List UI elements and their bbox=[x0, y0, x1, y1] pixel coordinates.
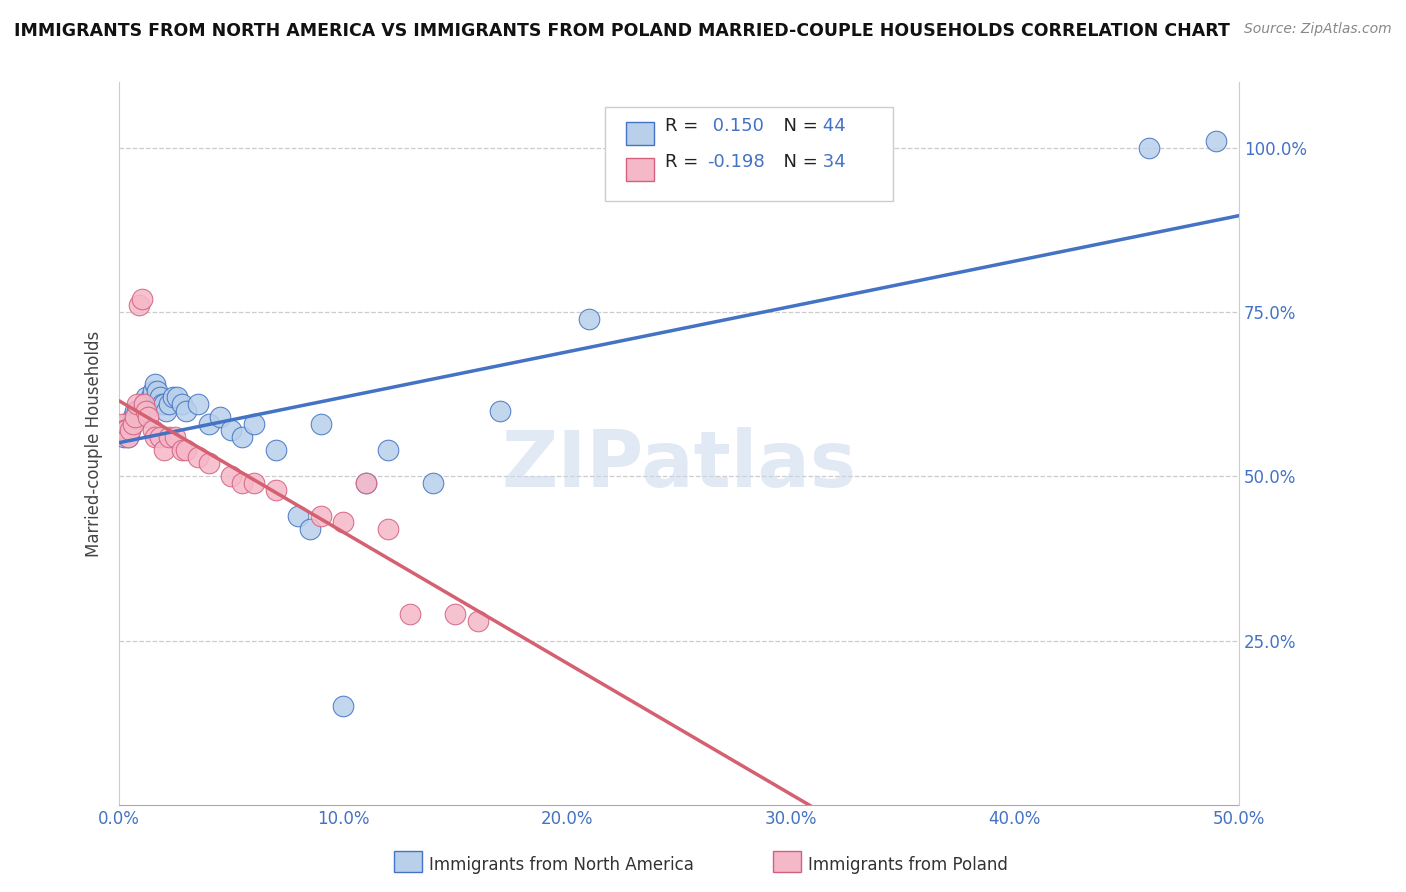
Point bbox=[142, 384, 165, 398]
Point bbox=[128, 410, 150, 425]
Point bbox=[377, 443, 399, 458]
Point bbox=[166, 391, 188, 405]
Point bbox=[399, 607, 422, 622]
Point bbox=[148, 430, 170, 444]
Text: Source: ZipAtlas.com: Source: ZipAtlas.com bbox=[1244, 22, 1392, 37]
Point bbox=[124, 410, 146, 425]
Point bbox=[142, 423, 165, 437]
Point bbox=[1205, 134, 1227, 148]
Point bbox=[309, 417, 332, 431]
Point bbox=[187, 450, 209, 464]
Text: N =: N = bbox=[772, 117, 818, 135]
Point bbox=[117, 430, 139, 444]
Point bbox=[153, 443, 176, 458]
Point bbox=[120, 423, 142, 437]
Point bbox=[354, 475, 377, 490]
Point bbox=[187, 397, 209, 411]
Point bbox=[264, 443, 287, 458]
Point bbox=[467, 614, 489, 628]
Point bbox=[124, 403, 146, 417]
Point bbox=[115, 417, 138, 431]
Text: 34: 34 bbox=[817, 153, 845, 170]
Point bbox=[157, 397, 180, 411]
Point bbox=[219, 469, 242, 483]
Point bbox=[127, 403, 149, 417]
Point bbox=[309, 508, 332, 523]
Point bbox=[264, 483, 287, 497]
Point bbox=[170, 397, 193, 411]
Point bbox=[157, 430, 180, 444]
Point bbox=[231, 475, 253, 490]
Point bbox=[165, 430, 187, 444]
Point bbox=[422, 475, 444, 490]
Point bbox=[132, 397, 155, 411]
Point bbox=[231, 430, 253, 444]
Point bbox=[150, 397, 173, 411]
Point bbox=[444, 607, 467, 622]
Point bbox=[332, 516, 354, 530]
Point bbox=[242, 475, 264, 490]
Point bbox=[170, 443, 193, 458]
Point bbox=[121, 417, 143, 431]
Text: Immigrants from North America: Immigrants from North America bbox=[429, 855, 693, 873]
Point bbox=[198, 417, 221, 431]
Point bbox=[153, 397, 176, 411]
Point bbox=[139, 391, 162, 405]
Point bbox=[115, 423, 138, 437]
Point bbox=[162, 391, 184, 405]
Text: N =: N = bbox=[772, 153, 818, 170]
Point bbox=[377, 522, 399, 536]
Point bbox=[127, 397, 149, 411]
Point bbox=[128, 298, 150, 312]
Point bbox=[176, 443, 198, 458]
Point bbox=[135, 403, 157, 417]
Point bbox=[135, 391, 157, 405]
Point bbox=[578, 311, 600, 326]
Point bbox=[287, 508, 309, 523]
Point bbox=[219, 423, 242, 437]
Text: ZIPatlas: ZIPatlas bbox=[502, 427, 856, 503]
Point bbox=[298, 522, 321, 536]
Point bbox=[138, 410, 160, 425]
Point bbox=[354, 475, 377, 490]
Point bbox=[198, 456, 221, 470]
Text: R =: R = bbox=[665, 117, 699, 135]
Point bbox=[112, 430, 135, 444]
Text: Immigrants from Poland: Immigrants from Poland bbox=[808, 855, 1008, 873]
Point bbox=[138, 397, 160, 411]
Point bbox=[131, 292, 153, 306]
Point bbox=[110, 423, 132, 437]
Point bbox=[110, 417, 132, 431]
Point bbox=[112, 423, 135, 437]
Point bbox=[121, 410, 143, 425]
Point bbox=[1137, 141, 1160, 155]
Point bbox=[332, 699, 354, 714]
Point bbox=[208, 410, 231, 425]
Point bbox=[489, 403, 512, 417]
Point bbox=[242, 417, 264, 431]
Point bbox=[146, 384, 169, 398]
Text: -0.198: -0.198 bbox=[707, 153, 765, 170]
Text: 44: 44 bbox=[817, 117, 845, 135]
Point bbox=[143, 377, 166, 392]
Point bbox=[143, 430, 166, 444]
Point bbox=[155, 403, 177, 417]
Text: R =: R = bbox=[665, 153, 699, 170]
Point bbox=[176, 403, 198, 417]
Point bbox=[131, 403, 153, 417]
Text: 0.150: 0.150 bbox=[707, 117, 763, 135]
Point bbox=[132, 397, 155, 411]
Text: IMMIGRANTS FROM NORTH AMERICA VS IMMIGRANTS FROM POLAND MARRIED-COUPLE HOUSEHOLD: IMMIGRANTS FROM NORTH AMERICA VS IMMIGRA… bbox=[14, 22, 1230, 40]
Point bbox=[117, 430, 139, 444]
Point bbox=[148, 391, 170, 405]
Point bbox=[120, 423, 142, 437]
Y-axis label: Married-couple Households: Married-couple Households bbox=[86, 330, 103, 557]
